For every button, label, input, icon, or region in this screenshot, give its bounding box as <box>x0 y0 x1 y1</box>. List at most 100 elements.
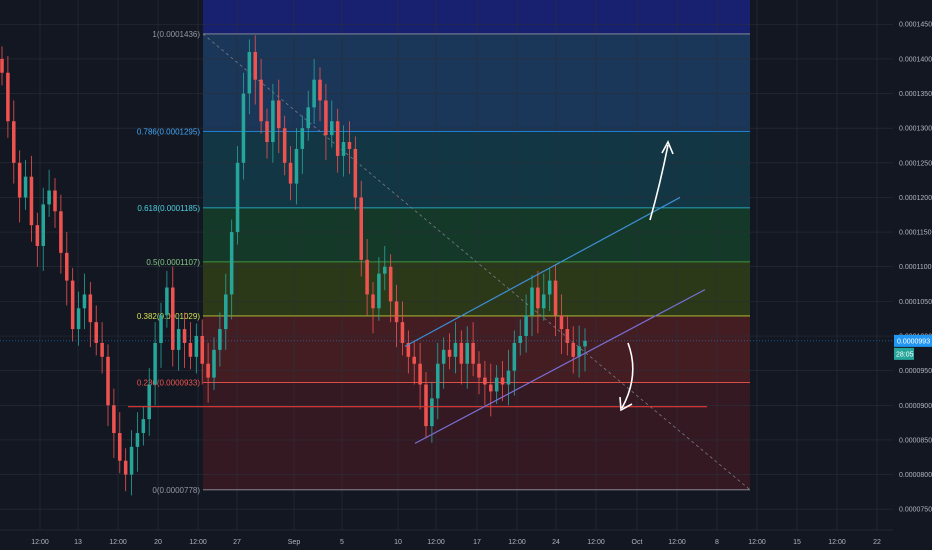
candle-body[interactable] <box>112 405 116 434</box>
candle-body[interactable] <box>506 370 511 385</box>
candle-body[interactable] <box>359 197 363 260</box>
candle-body[interactable] <box>47 190 51 205</box>
candle-body[interactable] <box>123 460 128 475</box>
candle-body[interactable] <box>365 259 369 295</box>
candle-body[interactable] <box>241 93 246 163</box>
candle-body[interactable] <box>353 148 358 198</box>
candle-body[interactable] <box>518 336 522 343</box>
candle-body[interactable] <box>424 384 428 427</box>
candle-body[interactable] <box>247 51 252 94</box>
candle-body[interactable] <box>194 336 199 357</box>
candle-body[interactable] <box>41 204 45 246</box>
candle-body[interactable] <box>141 419 146 434</box>
candle-body[interactable] <box>512 342 517 371</box>
candle-body[interactable] <box>542 294 546 309</box>
candle-body[interactable] <box>224 294 228 330</box>
candle-body[interactable] <box>200 336 204 364</box>
candle-body[interactable] <box>494 377 499 392</box>
candle-body[interactable] <box>182 329 187 343</box>
candle-body[interactable] <box>129 446 134 475</box>
candle-body[interactable] <box>312 79 316 108</box>
candle-body[interactable] <box>553 280 558 316</box>
candle-body[interactable] <box>347 142 352 149</box>
candle-body[interactable] <box>318 79 322 101</box>
candle-body[interactable] <box>324 100 328 136</box>
candle-body[interactable] <box>300 128 305 149</box>
candle-body[interactable] <box>147 384 151 420</box>
candle-body[interactable] <box>277 100 281 129</box>
candle-body[interactable] <box>0 58 4 73</box>
candle-body[interactable] <box>288 162 293 184</box>
candle-body[interactable] <box>400 322 405 343</box>
candle-body[interactable] <box>259 79 263 122</box>
candle-body[interactable] <box>406 342 411 357</box>
candle-body[interactable] <box>176 329 181 350</box>
candle-body[interactable] <box>441 349 446 364</box>
candle-body[interactable] <box>394 301 399 323</box>
candle-body[interactable] <box>371 294 375 309</box>
candle-body[interactable] <box>118 433 122 461</box>
candle-body[interactable] <box>235 162 240 233</box>
candle-body[interactable] <box>418 363 422 385</box>
channel-upper-line[interactable] <box>404 196 681 347</box>
candle-body[interactable] <box>489 384 493 392</box>
time-axis[interactable] <box>0 530 932 550</box>
candle-body[interactable] <box>571 342 575 357</box>
candle-body[interactable] <box>430 398 434 427</box>
candle-body[interactable] <box>412 356 416 364</box>
candle-body[interactable] <box>17 162 22 198</box>
candle-body[interactable] <box>341 142 346 156</box>
channel-lower-line[interactable] <box>414 289 706 444</box>
candle-body[interactable] <box>477 363 481 378</box>
candle-body[interactable] <box>135 433 140 447</box>
candle-body[interactable] <box>559 315 564 330</box>
candle-body[interactable] <box>565 329 570 343</box>
candle-body[interactable] <box>206 363 210 378</box>
candle-body[interactable] <box>94 322 98 343</box>
candle-body[interactable] <box>453 342 458 357</box>
candle-body[interactable] <box>265 121 269 143</box>
candle-body[interactable] <box>6 72 10 122</box>
candle-body[interactable] <box>471 342 475 364</box>
candle-body[interactable] <box>530 287 534 316</box>
candle-body[interactable] <box>153 342 157 385</box>
candle-body[interactable] <box>218 329 222 350</box>
candle-body[interactable] <box>465 342 469 364</box>
candle-body[interactable] <box>35 225 40 246</box>
candle-body[interactable] <box>229 232 234 295</box>
candle-body[interactable] <box>106 356 110 406</box>
candle-body[interactable] <box>271 100 275 143</box>
candle-body[interactable] <box>23 176 28 198</box>
candle-body[interactable] <box>436 363 440 399</box>
candle-body[interactable] <box>159 315 163 343</box>
candle-body[interactable] <box>388 266 393 302</box>
candle-body[interactable] <box>29 176 34 226</box>
candle-body[interactable] <box>70 280 75 330</box>
candle-body[interactable] <box>524 315 528 337</box>
candle-body[interactable] <box>88 294 93 323</box>
candle-body[interactable] <box>59 211 63 253</box>
candle-body[interactable] <box>335 121 340 156</box>
candle-body[interactable] <box>547 280 552 295</box>
candle-body[interactable] <box>377 273 381 309</box>
candle-body[interactable] <box>306 107 310 129</box>
candle-body[interactable] <box>383 266 387 274</box>
candle-body[interactable] <box>100 342 104 357</box>
candle-body[interactable] <box>82 294 87 309</box>
candle-body[interactable] <box>253 51 257 80</box>
candle-body[interactable] <box>12 121 16 163</box>
candle-body[interactable] <box>500 377 505 385</box>
candle-body[interactable] <box>212 349 216 378</box>
candle-body[interactable] <box>447 349 452 357</box>
candle-body[interactable] <box>483 377 487 385</box>
candle-body[interactable] <box>459 342 464 364</box>
candle-body[interactable] <box>76 308 81 330</box>
candle-body[interactable] <box>171 287 175 350</box>
candle-body[interactable] <box>330 121 334 136</box>
candle-body[interactable] <box>188 342 193 357</box>
candle-body[interactable] <box>577 346 581 357</box>
candle-body[interactable] <box>536 287 540 309</box>
candle-body[interactable] <box>165 287 169 316</box>
candle-body[interactable] <box>282 128 287 163</box>
